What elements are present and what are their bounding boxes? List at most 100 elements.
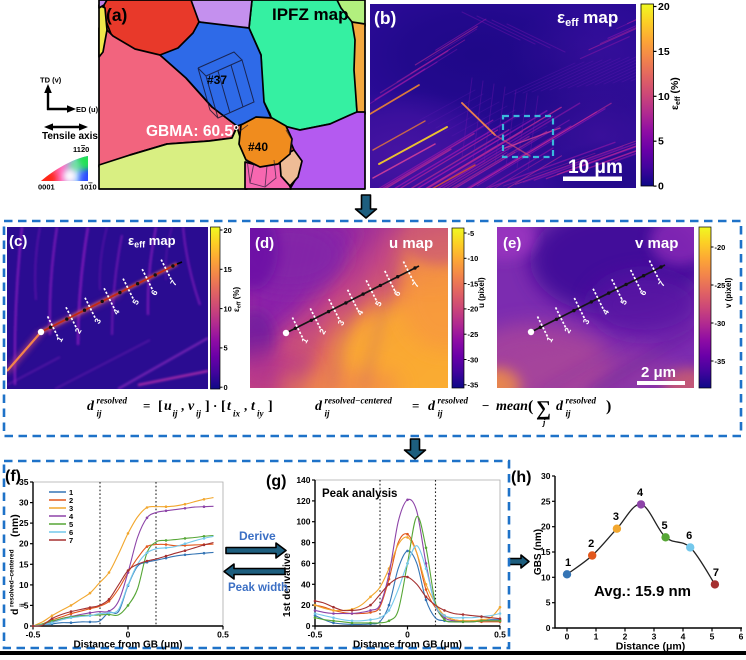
- svg-text:5: 5: [662, 520, 668, 532]
- svg-text:t: t: [227, 399, 232, 414]
- svg-text:0: 0: [565, 632, 570, 642]
- svg-text:1: 1: [69, 488, 73, 497]
- svg-text:IPFZ map: IPFZ map: [272, 5, 349, 24]
- svg-text:1120: 1120: [73, 145, 89, 154]
- svg-text:4: 4: [637, 487, 644, 499]
- svg-text:7: 7: [168, 278, 179, 287]
- svg-text:7: 7: [713, 567, 719, 579]
- svg-text:]: ]: [205, 399, 210, 414]
- svg-text:100: 100: [296, 517, 310, 527]
- svg-text:30: 30: [19, 498, 29, 508]
- svg-text:(b): (b): [374, 8, 396, 28]
- svg-text:GBS (nm): GBS (nm): [533, 529, 544, 575]
- svg-text:20: 20: [658, 1, 670, 13]
- svg-text:-0.5: -0.5: [308, 630, 323, 640]
- svg-text:4: 4: [354, 308, 365, 317]
- svg-text:·: ·: [213, 398, 217, 413]
- svg-text:-20: -20: [468, 305, 479, 314]
- svg-text:=: =: [143, 398, 150, 413]
- svg-text:5: 5: [710, 632, 715, 642]
- svg-text:2: 2: [73, 326, 84, 335]
- svg-text:40: 40: [301, 579, 311, 589]
- svg-text:0: 0: [24, 621, 29, 631]
- svg-text:-15: -15: [468, 279, 479, 288]
- svg-text:2: 2: [588, 538, 594, 550]
- svg-text:TD (v): TD (v): [40, 76, 62, 85]
- svg-text:-25: -25: [715, 281, 726, 290]
- svg-text:d: d: [428, 399, 436, 414]
- svg-text:3: 3: [92, 316, 103, 325]
- svg-text:Derive: Derive: [239, 529, 276, 543]
- svg-text:7: 7: [410, 280, 421, 289]
- svg-text:120: 120: [296, 496, 310, 506]
- svg-text:2: 2: [562, 326, 573, 335]
- svg-text:7: 7: [69, 536, 73, 545]
- svg-text:20: 20: [301, 600, 311, 610]
- svg-text:-10: -10: [468, 254, 479, 263]
- svg-text:−: −: [482, 398, 489, 413]
- svg-text:ij: ij: [173, 409, 179, 419]
- svg-text:resolved: resolved: [97, 396, 128, 406]
- svg-text:6: 6: [739, 632, 744, 642]
- svg-text:#40: #40: [248, 140, 268, 154]
- svg-text:Distance from GB (μm): Distance from GB (μm): [74, 640, 183, 651]
- svg-text:6: 6: [637, 288, 648, 297]
- svg-text:(d): (d): [255, 235, 274, 252]
- svg-text:j: j: [541, 417, 546, 427]
- svg-text:1: 1: [594, 632, 599, 642]
- svg-text:-30: -30: [468, 355, 479, 364]
- svg-text:1: 1: [54, 334, 65, 343]
- svg-text:10 μm: 10 μm: [568, 157, 623, 178]
- svg-text:0: 0: [658, 181, 664, 193]
- svg-text:ij: ij: [196, 409, 202, 419]
- svg-text:u map: u map: [389, 235, 433, 252]
- svg-text:(f): (f): [5, 468, 21, 485]
- svg-text:0.5: 0.5: [217, 630, 229, 640]
- svg-text:(c): (c): [9, 233, 27, 250]
- svg-text:4: 4: [600, 307, 611, 316]
- svg-text:-5: -5: [468, 229, 475, 238]
- svg-text:0.5: 0.5: [494, 630, 506, 640]
- svg-text:3: 3: [581, 317, 592, 326]
- svg-text:∑: ∑: [536, 396, 551, 420]
- svg-text:-30: -30: [715, 319, 726, 328]
- svg-text:2: 2: [317, 327, 328, 336]
- svg-text:v: v: [188, 399, 195, 414]
- svg-text:Peak width: Peak width: [228, 582, 288, 594]
- svg-text:1: 1: [299, 336, 310, 345]
- svg-text:u: u: [164, 399, 172, 414]
- svg-text:5: 5: [224, 344, 228, 353]
- svg-text:εeff (%): εeff (%): [232, 286, 243, 312]
- svg-text:25: 25: [541, 496, 551, 506]
- svg-text:30: 30: [541, 471, 551, 481]
- svg-text:3: 3: [652, 632, 657, 642]
- svg-text:0: 0: [546, 623, 551, 633]
- svg-text:ij: ij: [566, 409, 572, 419]
- svg-text:Peak analysis: Peak analysis: [322, 488, 397, 500]
- svg-text:3: 3: [613, 511, 619, 523]
- svg-text:=: =: [412, 398, 419, 413]
- svg-text:(nm): (nm): [9, 514, 21, 537]
- svg-text:10: 10: [541, 572, 551, 582]
- svg-text:4: 4: [111, 307, 122, 316]
- svg-text:1010: 1010: [80, 183, 97, 192]
- svg-text:6: 6: [686, 530, 692, 542]
- svg-text:6: 6: [149, 288, 160, 297]
- svg-text:GBMA: 60.5°: GBMA: 60.5°: [146, 123, 239, 140]
- svg-text:ED (u): ED (u): [76, 105, 99, 114]
- svg-text:15: 15: [224, 265, 232, 274]
- svg-text:2: 2: [69, 496, 73, 505]
- svg-text:(g): (g): [266, 473, 286, 490]
- svg-text:35: 35: [19, 477, 29, 487]
- svg-text:Distance from GB (μm): Distance from GB (μm): [353, 640, 462, 651]
- svg-text:(e): (e): [503, 235, 521, 252]
- svg-text:1: 1: [544, 335, 555, 344]
- svg-text:0: 0: [306, 621, 311, 631]
- svg-text:d: d: [87, 399, 95, 414]
- svg-text:(: (: [528, 398, 533, 415]
- svg-text:5: 5: [546, 598, 551, 608]
- svg-text:ij: ij: [325, 409, 331, 419]
- svg-text:10: 10: [658, 91, 670, 103]
- svg-text:5: 5: [24, 600, 29, 610]
- svg-text:#37: #37: [207, 73, 227, 87]
